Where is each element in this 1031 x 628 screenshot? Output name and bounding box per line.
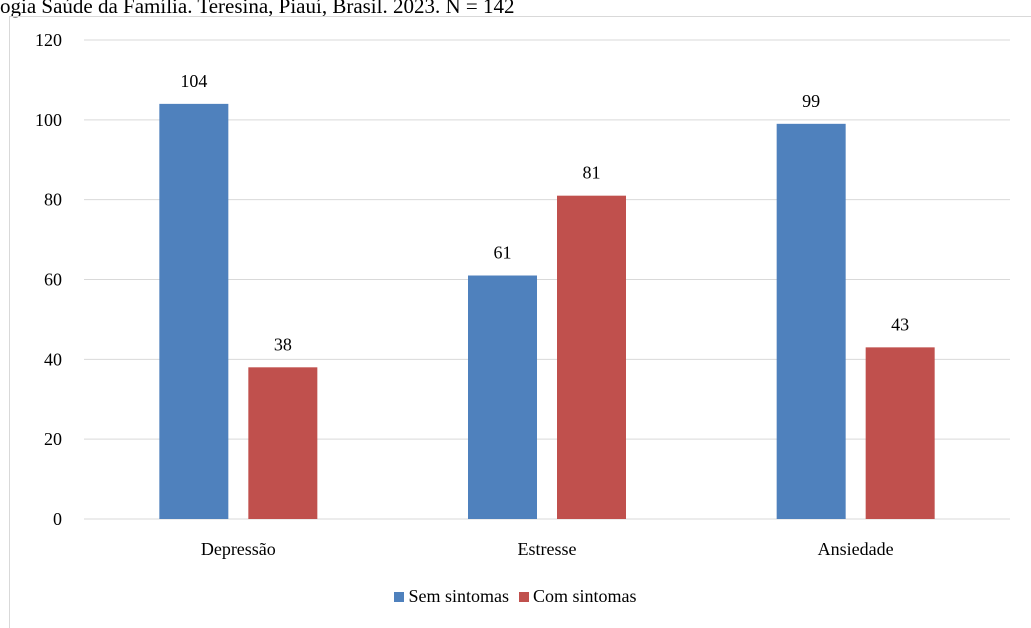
legend-swatch-sem-sintomas — [394, 591, 405, 602]
data-label-sem-sintomas-0: 104 — [180, 71, 207, 91]
bar-com-sintomas-2 — [865, 347, 935, 519]
bar-com-sintomas-0 — [248, 367, 318, 519]
x-category-label-2: Ansiedade — [818, 539, 894, 559]
legend-item-sem-sintomas: Sem sintomas — [394, 586, 509, 607]
legend-label-com-sintomas: Com sintomas — [533, 586, 637, 606]
y-tick-label-80: 80 — [44, 190, 62, 210]
bar-sem-sintomas-1 — [468, 275, 537, 519]
y-tick-label-100: 100 — [35, 110, 62, 130]
y-tick-label-20: 20 — [44, 429, 62, 449]
data-label-sem-sintomas-2: 99 — [802, 91, 820, 111]
chart-legend: Sem sintomas Com sintomas — [0, 586, 1031, 607]
legend-swatch-com-sintomas — [519, 591, 529, 602]
data-label-sem-sintomas-1: 61 — [494, 243, 512, 263]
legend-item-com-sintomas: Com sintomas — [519, 586, 637, 607]
data-label-com-sintomas-0: 38 — [274, 334, 292, 354]
data-label-com-sintomas-2: 43 — [891, 314, 909, 334]
bar-com-sintomas-1 — [557, 195, 626, 520]
chart-frame — [9, 16, 1031, 628]
y-tick-label-60: 60 — [44, 270, 62, 290]
legend-label-sem-sintomas: Sem sintomas — [408, 586, 509, 606]
bar-sem-sintomas-2 — [776, 123, 846, 519]
bar-sem-sintomas-0 — [159, 103, 229, 519]
y-tick-label-40: 40 — [44, 349, 62, 369]
figure-caption: ogia Saúde da Família. Teresina, Piauí, … — [0, 0, 515, 18]
x-category-label-0: Depressão — [201, 539, 276, 559]
y-tick-label-0: 0 — [53, 509, 62, 529]
x-category-label-1: Estresse — [518, 539, 577, 559]
data-label-com-sintomas-1: 81 — [583, 163, 601, 183]
y-tick-label-120: 120 — [35, 30, 62, 50]
